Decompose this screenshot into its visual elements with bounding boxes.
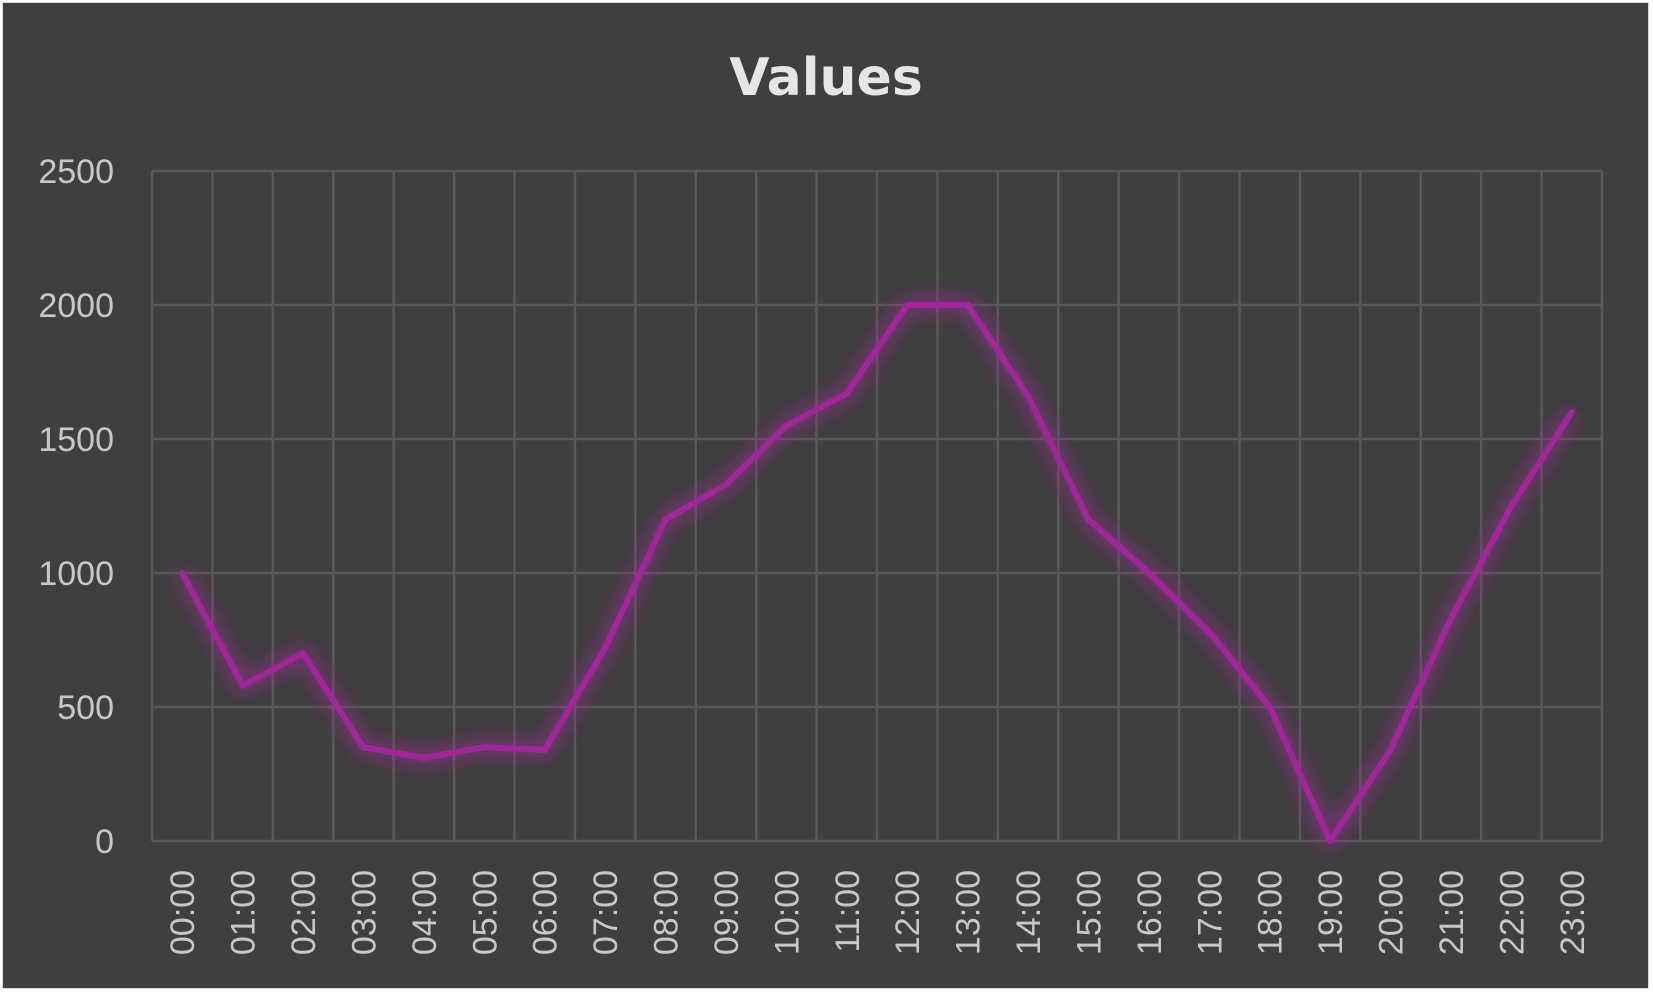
data-point bbox=[964, 302, 971, 308]
x-tick-label: 03:00 bbox=[345, 870, 383, 955]
data-point bbox=[239, 682, 246, 689]
series-group bbox=[175, 297, 1579, 849]
data-point bbox=[1387, 746, 1394, 753]
x-tick-label: 13:00 bbox=[950, 870, 988, 955]
data-point bbox=[602, 645, 609, 652]
x-tick-label: 07:00 bbox=[587, 870, 625, 955]
data-point bbox=[420, 754, 427, 761]
data-point bbox=[1025, 393, 1032, 400]
x-tick-label: 09:00 bbox=[708, 870, 746, 955]
x-tick-label: 10:00 bbox=[768, 870, 806, 955]
x-tick-label: 21:00 bbox=[1433, 870, 1471, 955]
y-tick-label: 0 bbox=[95, 823, 114, 861]
grid-lines bbox=[150, 169, 1604, 843]
y-tick-label: 2000 bbox=[38, 287, 114, 325]
y-tick-label: 2500 bbox=[38, 153, 114, 191]
x-axis-ticks: 00:00 01:00 02:00 03:00 04:00 05:00 06:00 07:00… bbox=[164, 870, 1592, 955]
y-tick-label: 500 bbox=[57, 689, 114, 727]
x-tick-label: 12:00 bbox=[889, 870, 927, 955]
x-tick-label: 20:00 bbox=[1373, 870, 1411, 955]
data-point bbox=[1447, 615, 1454, 622]
x-tick-label: 05:00 bbox=[466, 870, 504, 955]
x-tick-label: 06:00 bbox=[527, 870, 565, 955]
data-point bbox=[300, 650, 307, 657]
x-tick-label: 00:00 bbox=[164, 870, 202, 955]
data-point bbox=[1206, 628, 1213, 635]
data-point bbox=[360, 744, 367, 751]
x-tick-label: 08:00 bbox=[648, 870, 686, 955]
y-tick-label: 1500 bbox=[38, 421, 114, 459]
data-point bbox=[783, 422, 790, 429]
x-tick-label: 01:00 bbox=[225, 870, 263, 955]
x-tick-label: 18:00 bbox=[1252, 870, 1290, 955]
x-tick-label: 16:00 bbox=[1131, 870, 1169, 955]
chart-title: Values bbox=[729, 48, 923, 108]
y-axis-ticks: 0 500 1000 1500 2000 2500 bbox=[38, 153, 114, 861]
x-tick-label: 19:00 bbox=[1312, 870, 1350, 955]
y-tick-label: 1000 bbox=[38, 555, 114, 593]
data-point bbox=[1266, 704, 1273, 710]
data-point bbox=[722, 481, 729, 488]
data-point bbox=[1085, 516, 1092, 523]
x-tick-label: 17:00 bbox=[1191, 870, 1229, 955]
x-tick-label: 02:00 bbox=[285, 870, 323, 955]
data-point bbox=[541, 746, 548, 753]
x-tick-label: 15:00 bbox=[1070, 870, 1108, 955]
x-tick-label: 14:00 bbox=[1010, 870, 1048, 955]
x-tick-label: 04:00 bbox=[406, 870, 444, 955]
x-tick-label: 11:00 bbox=[829, 870, 867, 953]
series-line bbox=[179, 302, 1575, 844]
data-point bbox=[179, 570, 186, 576]
x-tick-label: 22:00 bbox=[1493, 870, 1531, 955]
data-point bbox=[662, 516, 669, 523]
data-point bbox=[481, 744, 488, 751]
data-point bbox=[1145, 570, 1152, 576]
data-point bbox=[1568, 409, 1575, 416]
x-tick-label: 23:00 bbox=[1554, 870, 1592, 955]
data-point bbox=[1508, 503, 1515, 509]
data-point bbox=[904, 302, 911, 308]
data-point bbox=[843, 390, 850, 397]
data-point bbox=[1327, 838, 1334, 844]
